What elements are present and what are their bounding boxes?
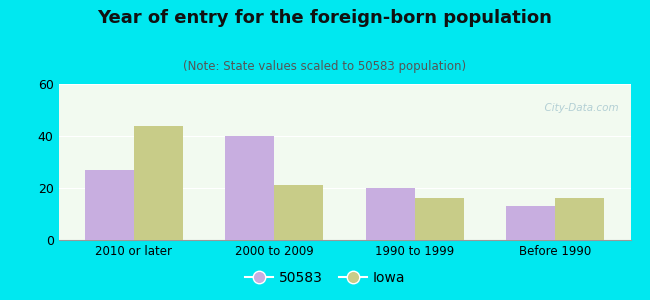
Bar [134,126,183,240]
Text: City-Data.com: City-Data.com [538,103,619,113]
Text: (Note: State values scaled to 50583 population): (Note: State values scaled to 50583 popu… [183,60,467,73]
Bar [84,170,134,240]
Bar [274,185,324,240]
Text: Year of entry for the foreign-born population: Year of entry for the foreign-born popul… [98,9,552,27]
Legend: 50583, Iowa: 50583, Iowa [240,265,410,290]
Bar [506,206,555,240]
Bar [365,188,415,240]
Bar [225,136,274,240]
Bar [555,198,605,240]
Bar [415,198,464,240]
